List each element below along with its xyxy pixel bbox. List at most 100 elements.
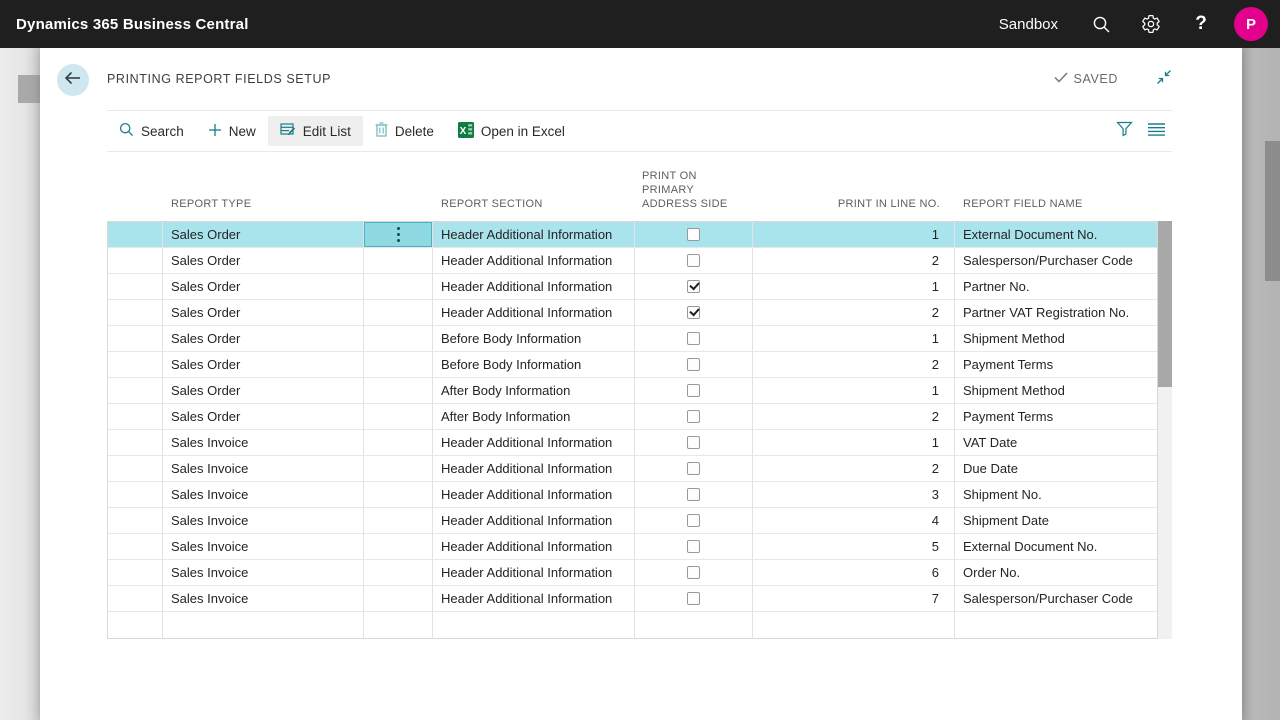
cell-report-field-name[interactable]: Partner No. bbox=[963, 279, 1030, 294]
row-selector-cell[interactable] bbox=[108, 534, 163, 559]
cell-report-type[interactable]: Sales Order bbox=[163, 378, 364, 403]
print-on-primary-checkbox[interactable] bbox=[687, 254, 700, 267]
table-row[interactable]: Sales Invoice Header Additional Informat… bbox=[108, 456, 1157, 482]
cell-report-section[interactable]: Header Additional Information bbox=[433, 430, 635, 455]
cell-report-type[interactable]: Sales Order bbox=[163, 274, 364, 299]
cell-report-field-name[interactable]: Payment Terms bbox=[963, 357, 1054, 372]
row-menu-cell[interactable] bbox=[364, 508, 433, 533]
row-menu-cell[interactable] bbox=[364, 378, 433, 403]
column-header-print-on-primary-address-side[interactable]: PRINT ON PRIMARY ADDRESS SIDE bbox=[642, 170, 728, 210]
row-selector-cell[interactable] bbox=[108, 222, 163, 247]
back-button[interactable] bbox=[57, 64, 89, 96]
cell-report-section[interactable]: Before Body Information bbox=[433, 352, 635, 377]
help-button[interactable]: ? bbox=[1176, 0, 1226, 48]
row-selector-cell[interactable] bbox=[108, 430, 163, 455]
print-on-primary-checkbox[interactable] bbox=[687, 514, 700, 527]
cell-print-in-line-no[interactable]: 1 bbox=[753, 222, 955, 247]
table-row[interactable]: Sales Invoice Header Additional Informat… bbox=[108, 586, 1157, 612]
table-row[interactable]: Sales Invoice Header Additional Informat… bbox=[108, 482, 1157, 508]
row-selector-cell[interactable] bbox=[108, 456, 163, 481]
print-on-primary-checkbox[interactable] bbox=[687, 306, 700, 319]
window-scrollbar-thumb[interactable] bbox=[1265, 141, 1280, 281]
row-selector-cell[interactable] bbox=[108, 300, 163, 325]
cell-report-field-name[interactable]: Shipment Method bbox=[963, 383, 1065, 398]
cell-report-type[interactable]: Sales Order bbox=[163, 404, 364, 429]
cell-report-section[interactable]: Header Additional Information bbox=[433, 508, 635, 533]
cell-report-type[interactable]: Sales Order bbox=[163, 352, 364, 377]
ellipsis-icon[interactable] bbox=[396, 227, 400, 242]
cell-print-in-line-no[interactable]: 1 bbox=[753, 430, 955, 455]
cell-report-field-name[interactable]: Salesperson/Purchaser Code bbox=[963, 253, 1133, 268]
row-menu-cell[interactable] bbox=[364, 300, 433, 325]
cell-report-section[interactable]: Header Additional Information bbox=[433, 274, 635, 299]
print-on-primary-checkbox[interactable] bbox=[687, 462, 700, 475]
row-menu-cell[interactable] bbox=[364, 222, 433, 247]
print-on-primary-checkbox[interactable] bbox=[687, 592, 700, 605]
cell-report-type[interactable]: Sales Invoice bbox=[163, 430, 364, 455]
table-row[interactable]: Sales Order Header Additional Informatio… bbox=[108, 300, 1157, 326]
cell-print-in-line-no[interactable]: 2 bbox=[753, 404, 955, 429]
cell-report-type[interactable]: Sales Invoice bbox=[163, 456, 364, 481]
empty-row[interactable] bbox=[108, 612, 1157, 639]
row-menu-cell[interactable] bbox=[364, 274, 433, 299]
cell-report-type[interactable]: Sales Order bbox=[163, 326, 364, 351]
print-on-primary-checkbox[interactable] bbox=[687, 384, 700, 397]
column-header-report-type[interactable]: REPORT TYPE bbox=[171, 198, 252, 210]
column-header-report-field-name[interactable]: REPORT FIELD NAME bbox=[963, 198, 1083, 210]
cell-report-section[interactable]: Before Body Information bbox=[433, 326, 635, 351]
print-on-primary-checkbox[interactable] bbox=[687, 280, 700, 293]
cell-print-in-line-no[interactable]: 2 bbox=[753, 352, 955, 377]
row-menu-cell[interactable] bbox=[364, 352, 433, 377]
row-menu-cell[interactable] bbox=[364, 586, 433, 611]
cell-report-section[interactable]: After Body Information bbox=[433, 378, 635, 403]
print-on-primary-checkbox[interactable] bbox=[687, 436, 700, 449]
cell-print-in-line-no[interactable]: 6 bbox=[753, 560, 955, 585]
cell-print-in-line-no[interactable]: 7 bbox=[753, 586, 955, 611]
cell-report-type[interactable]: Sales Order bbox=[163, 300, 364, 325]
cell-report-field-name[interactable]: External Document No. bbox=[963, 539, 1098, 554]
row-selector-cell[interactable] bbox=[108, 352, 163, 377]
table-scrollbar-thumb[interactable] bbox=[1158, 221, 1172, 387]
app-title[interactable]: Dynamics 365 Business Central bbox=[16, 15, 249, 33]
table-row[interactable]: Sales Invoice Header Additional Informat… bbox=[108, 534, 1157, 560]
filter-button[interactable] bbox=[1108, 116, 1140, 146]
global-search-button[interactable] bbox=[1076, 0, 1126, 48]
cell-print-in-line-no[interactable]: 1 bbox=[753, 378, 955, 403]
cell-print-in-line-no[interactable]: 2 bbox=[753, 248, 955, 273]
cell-report-section[interactable]: Header Additional Information bbox=[433, 482, 635, 507]
cell-report-type[interactable]: Sales Invoice bbox=[163, 560, 364, 585]
row-selector-cell[interactable] bbox=[108, 482, 163, 507]
cell-report-section[interactable]: Header Additional Information bbox=[433, 456, 635, 481]
list-options-button[interactable] bbox=[1140, 116, 1172, 146]
collapse-page-button[interactable] bbox=[1156, 69, 1172, 90]
cell-report-field-name[interactable]: Shipment Method bbox=[963, 331, 1065, 346]
table-row[interactable]: Sales Invoice Header Additional Informat… bbox=[108, 430, 1157, 456]
row-selector-cell[interactable] bbox=[108, 508, 163, 533]
cell-report-type[interactable]: Sales Order bbox=[163, 222, 364, 247]
row-menu-cell[interactable] bbox=[364, 430, 433, 455]
table-row[interactable]: Sales Order After Body Information 1 Shi… bbox=[108, 378, 1157, 404]
settings-button[interactable] bbox=[1126, 0, 1176, 48]
cell-report-section[interactable]: Header Additional Information bbox=[433, 560, 635, 585]
cell-print-in-line-no[interactable]: 1 bbox=[753, 274, 955, 299]
row-menu-cell[interactable] bbox=[364, 482, 433, 507]
row-selector-cell[interactable] bbox=[108, 326, 163, 351]
row-menu-cell[interactable] bbox=[364, 248, 433, 273]
open-in-excel-button[interactable]: X Open in Excel bbox=[446, 116, 577, 146]
print-on-primary-checkbox[interactable] bbox=[687, 488, 700, 501]
cell-report-field-name[interactable]: Shipment Date bbox=[963, 513, 1049, 528]
cell-print-in-line-no[interactable]: 1 bbox=[753, 326, 955, 351]
cell-report-field-name[interactable]: Order No. bbox=[963, 565, 1021, 580]
table-row[interactable]: Sales Order Before Body Information 2 Pa… bbox=[108, 352, 1157, 378]
print-on-primary-checkbox[interactable] bbox=[687, 410, 700, 423]
cell-print-in-line-no[interactable]: 4 bbox=[753, 508, 955, 533]
print-on-primary-checkbox[interactable] bbox=[687, 228, 700, 241]
cell-print-in-line-no[interactable]: 3 bbox=[753, 482, 955, 507]
table-row[interactable]: Sales Order Header Additional Informatio… bbox=[108, 222, 1157, 248]
cell-report-type[interactable]: Sales Invoice bbox=[163, 534, 364, 559]
environment-label[interactable]: Sandbox bbox=[998, 15, 1058, 33]
print-on-primary-checkbox[interactable] bbox=[687, 540, 700, 553]
row-menu-cell[interactable] bbox=[364, 560, 433, 585]
table-scrollbar-track[interactable] bbox=[1158, 221, 1172, 639]
cell-report-field-name[interactable]: Partner VAT Registration No. bbox=[963, 305, 1130, 320]
